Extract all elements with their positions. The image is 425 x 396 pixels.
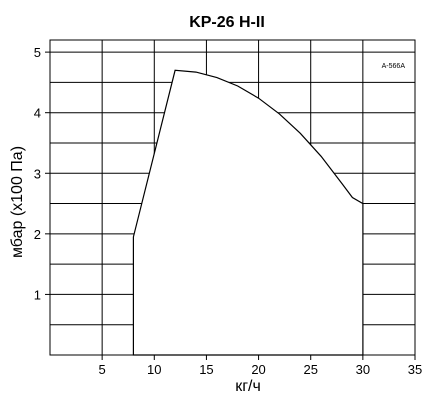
y-tick-label: 5 [34, 45, 41, 60]
x-tick-label: 10 [147, 362, 161, 377]
tick-labels: 1 2 3 4 5 5 10 15 20 25 30 35 [34, 45, 422, 377]
operating-area [132, 69, 364, 356]
y-tick-label: 1 [34, 287, 41, 302]
y-tick-label: 4 [34, 106, 41, 121]
y-axis-label: мбар (x100 Па) [9, 146, 26, 258]
chart-annotation: A-566A [382, 63, 406, 70]
x-tick-label: 25 [303, 362, 317, 377]
x-tick-label: 35 [408, 362, 422, 377]
x-axis-label: кг/ч [235, 378, 261, 395]
y-tick-label: 2 [34, 227, 41, 242]
chart-title: KP-26 H-II [189, 14, 265, 31]
plot-area [132, 69, 364, 356]
y-tick-label: 3 [34, 166, 41, 181]
x-tick-label: 15 [199, 362, 213, 377]
x-tick-label: 5 [99, 362, 106, 377]
x-tick-label: 30 [356, 362, 370, 377]
x-tick-label: 20 [251, 362, 265, 377]
